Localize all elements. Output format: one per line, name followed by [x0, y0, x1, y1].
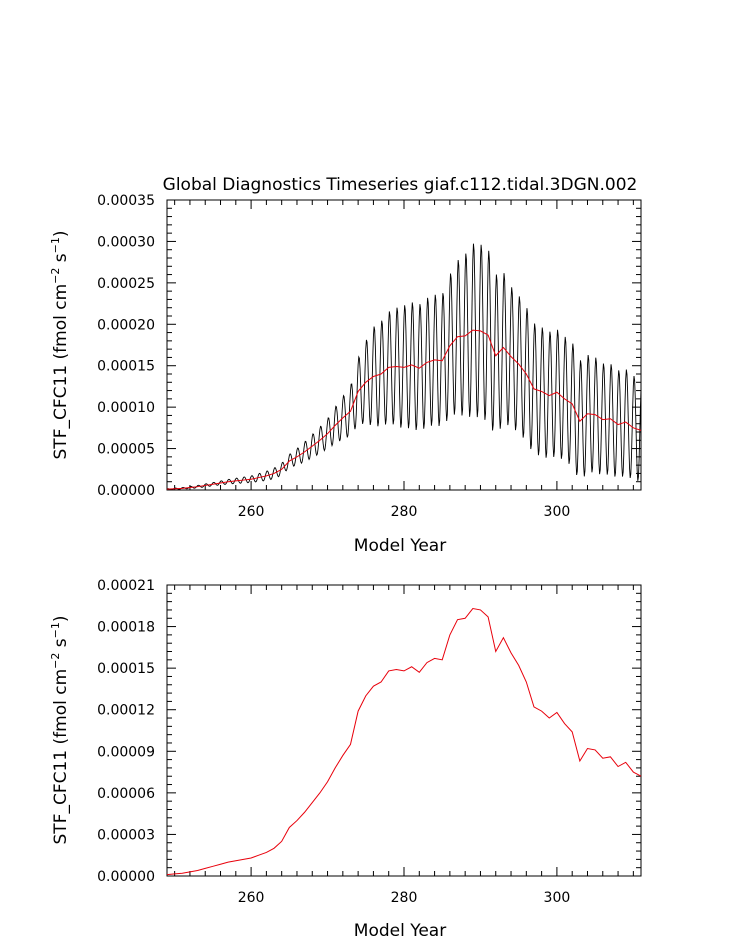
y-tick-label: 0.00006 — [97, 786, 155, 802]
y-tick-label: 0.00010 — [97, 400, 155, 416]
y-tick-label: 0.00025 — [97, 276, 155, 292]
chart-title: Global Diagnostics Timeseries giaf.c112.… — [163, 175, 638, 195]
top-y-axis-label: STF_CFC11 (fmol cm−2 s−1) — [49, 231, 71, 460]
bottom-x-axis-label: Model Year — [354, 921, 446, 941]
y-tick-label: 0.00005 — [97, 442, 155, 458]
bottom-y-label-end: ) — [51, 616, 71, 623]
top-panel: Global Diagnostics Timeseries giaf.c112.… — [49, 175, 642, 556]
y-tick-label: 0.00003 — [97, 827, 155, 843]
y-tick-label: 0.00018 — [97, 620, 155, 636]
top-y-label-main: STF_CFC11 (fmol cm — [51, 284, 71, 460]
y-tick-label: 0.00009 — [97, 744, 155, 760]
bottom-y-label-mid: s — [51, 638, 71, 652]
x-tick-label: 280 — [391, 504, 418, 520]
bottom-axis-ticks — [167, 584, 641, 877]
bottom-y-tick-labels: 0.00000 0.00003 0.00006 0.00009 0.00012 0.000… — [97, 578, 155, 885]
y-tick-label: 0.00000 — [97, 483, 155, 499]
y-tick-label: 0.00020 — [97, 317, 155, 333]
bottom-y-label-sup1: −2 — [49, 653, 62, 669]
bottom-x-tick-labels: 260 280 300 — [238, 890, 571, 906]
top-monthly-series-line — [166, 243, 642, 490]
y-tick-label: 0.00000 — [97, 869, 155, 885]
bottom-y-label-main: STF_CFC11 (fmol cm — [51, 669, 71, 845]
top-y-tick-labels: 0.00000 0.00005 0.00010 0.00015 0.00020 0.000… — [97, 193, 155, 499]
top-y-label-sup2: −1 — [49, 237, 62, 253]
bottom-plot-frame — [166, 584, 642, 877]
bottom-y-label-sup2: −1 — [49, 622, 62, 638]
y-tick-label: 0.00012 — [97, 703, 155, 719]
top-y-label-end: ) — [51, 231, 71, 238]
x-tick-label: 260 — [238, 890, 265, 906]
y-tick-label: 0.00015 — [97, 661, 155, 677]
top-y-label-sup1: −2 — [49, 268, 62, 284]
bottom-panel: 0.00000 0.00003 0.00006 0.00009 0.00012 0.000… — [49, 578, 642, 941]
y-tick-label: 0.00035 — [97, 193, 155, 209]
x-tick-label: 300 — [544, 504, 571, 520]
y-tick-label: 0.00021 — [97, 578, 155, 594]
y-tick-label: 0.00015 — [97, 359, 155, 375]
x-tick-label: 280 — [391, 890, 418, 906]
top-y-label-mid: s — [51, 253, 71, 267]
bottom-annual-mean-line — [166, 608, 642, 876]
y-tick-label: 0.00030 — [97, 234, 155, 250]
bottom-y-axis-label: STF_CFC11 (fmol cm−2 s−1) — [49, 616, 71, 845]
top-x-tick-labels: 260 280 300 — [238, 504, 571, 520]
x-tick-label: 300 — [544, 890, 571, 906]
top-x-axis-label: Model Year — [354, 536, 446, 556]
x-tick-label: 260 — [238, 504, 265, 520]
top-annual-mean-line — [166, 329, 642, 490]
